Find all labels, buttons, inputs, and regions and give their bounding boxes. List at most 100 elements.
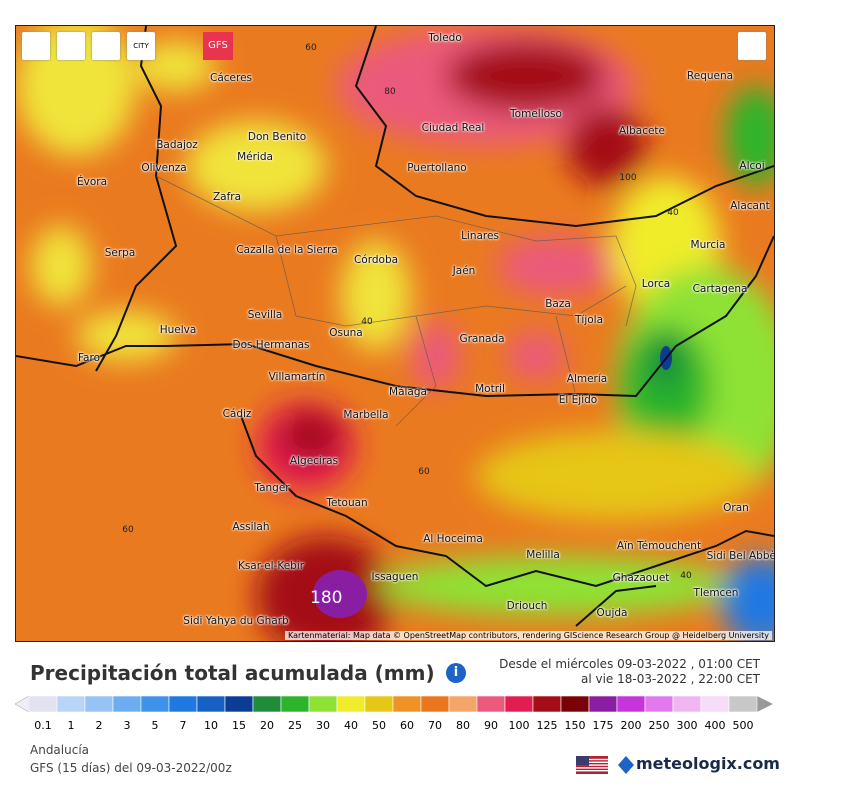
place-label: Aïn Témouchent [616, 540, 702, 552]
place-label: Mérida [237, 151, 273, 163]
scale-cell [476, 695, 506, 713]
place-label: Motril [475, 383, 505, 395]
region: Andalucía [30, 743, 90, 757]
place-label: Zafra [212, 191, 242, 203]
scale-arrow-right [757, 696, 773, 712]
place-label: Ksar-el-Kebir [237, 560, 305, 572]
city-button[interactable]: CITY [127, 32, 155, 60]
scale-label: 40 [344, 719, 358, 732]
place-label: Melilla [526, 549, 560, 561]
place-label: Baza [545, 298, 571, 310]
place-label: Issaguen [371, 571, 419, 583]
place-label: Don Benito [247, 131, 307, 143]
scale-cell [588, 695, 618, 713]
place-label: Linares [461, 230, 499, 242]
scale-cell [532, 695, 562, 713]
attribution: Kartenmaterial: Map data © OpenStreetMap… [284, 631, 772, 640]
legend-title: Precipitación total acumulada (mm) [30, 661, 435, 685]
zoom-button[interactable] [92, 32, 120, 60]
locate-button[interactable] [57, 32, 85, 60]
place-label: Sidi Yahya du Gharb [183, 615, 289, 627]
scale-label: 100 [508, 719, 530, 732]
scale-label: 150 [564, 719, 586, 732]
scale-label: 500 [732, 719, 754, 732]
brand: meteologix.com [636, 754, 780, 773]
scale-label: 250 [648, 719, 670, 732]
place-label: Assilah [232, 521, 270, 533]
scale-label: 70 [428, 719, 442, 732]
place-label: Driouch [506, 600, 548, 612]
place-label: El Ejido [558, 394, 598, 406]
contour-label: 100 [619, 173, 637, 183]
scale-label: 60 [400, 719, 414, 732]
scale-label: 175 [592, 719, 614, 732]
place-label: Murcia [690, 239, 726, 251]
place-label: Tíjola [574, 314, 604, 326]
place-label: Granada [459, 333, 505, 345]
place-label: Algeciras [289, 455, 339, 467]
place-label: Toledo [428, 32, 462, 44]
model-run: GFS (15 días) del 09-03-2022/00z [30, 761, 232, 775]
scale-label: 300 [676, 719, 698, 732]
contour-label: 60 [418, 467, 430, 477]
scale-cell [252, 695, 282, 713]
place-label: Sevilla [247, 309, 283, 321]
model-button[interactable]: GFS [203, 32, 233, 60]
place-label: Badajoz [156, 139, 198, 151]
scale-label: 3 [123, 719, 131, 732]
scale-cell [728, 695, 758, 713]
scale-cell [560, 695, 590, 713]
peak-label: 180 [310, 588, 343, 608]
scale-cell [392, 695, 422, 713]
info-icon[interactable]: i [446, 663, 466, 683]
period-to: al vie 18-03-2022 , 22:00 CET [580, 672, 760, 686]
place-label: Serpa [104, 247, 136, 259]
place-label: Cazalla de la Sierra [236, 244, 338, 256]
scale-cell [196, 695, 226, 713]
color-scale [14, 695, 773, 713]
logo-icon [618, 756, 634, 774]
place-label: Córdoba [353, 254, 399, 266]
scale-label: 1 [67, 719, 75, 732]
place-label: Ciudad Real [421, 122, 485, 134]
map[interactable]: CITY GFS Toledo Cáceres Requena Don Benito M… [15, 25, 775, 642]
scale-cell [56, 695, 86, 713]
scale-cell [644, 695, 674, 713]
scale-cell [308, 695, 338, 713]
scale-cell [364, 695, 394, 713]
place-label: Alacant [730, 200, 770, 212]
share-button[interactable] [738, 32, 766, 60]
place-label: Lorca [641, 278, 671, 290]
scale-label: 0.1 [34, 719, 52, 732]
place-label: Tanger [254, 482, 290, 494]
place-label: Requena [686, 70, 734, 82]
place-label: Albacete [618, 125, 666, 137]
scale-label: 20 [260, 719, 274, 732]
scale-cell [112, 695, 142, 713]
place-label: Évora [76, 176, 108, 188]
place-label: Tlemcen [693, 587, 739, 599]
scale-label: 5 [151, 719, 159, 732]
scale-cell [140, 695, 170, 713]
scale-cell [224, 695, 254, 713]
scale-cell [616, 695, 646, 713]
scale-cell [504, 695, 534, 713]
scale-label: 30 [316, 719, 330, 732]
scale-cell [420, 695, 450, 713]
place-label: Cáceres [209, 72, 253, 84]
place-label: Oran [723, 502, 749, 514]
refresh-button[interactable] [22, 32, 50, 60]
flag-icon[interactable] [576, 756, 608, 774]
place-label: Cádiz [222, 408, 252, 420]
contour-label: 40 [680, 571, 692, 581]
place-label: Al Hoceima [423, 533, 483, 545]
contour-label: 40 [361, 317, 373, 327]
scale-label: 50 [372, 719, 386, 732]
scale-label: 90 [484, 719, 498, 732]
scale-label: 10 [204, 719, 218, 732]
scale-label: 200 [620, 719, 642, 732]
scale-label: 2 [95, 719, 103, 732]
place-label: Sidi Bel Abbès [706, 550, 775, 562]
contour-label: 80 [384, 87, 396, 97]
